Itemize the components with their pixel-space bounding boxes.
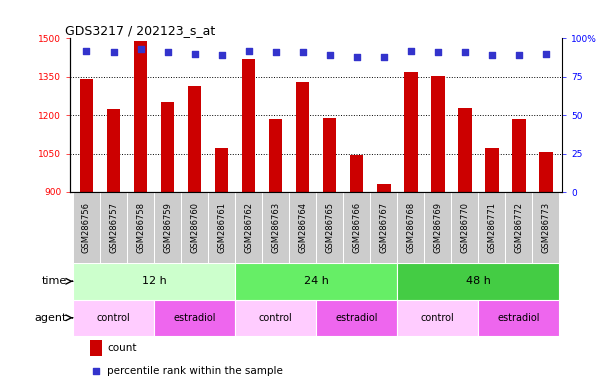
- Text: percentile rank within the sample: percentile rank within the sample: [107, 366, 283, 376]
- Bar: [397, 263, 560, 300]
- Bar: [532, 192, 560, 263]
- Point: [298, 49, 307, 55]
- Text: estradiol: estradiol: [174, 313, 216, 323]
- Text: time: time: [42, 276, 67, 286]
- Bar: [505, 192, 532, 263]
- Text: GSM286772: GSM286772: [514, 202, 524, 253]
- Bar: [79, 79, 93, 192]
- Bar: [161, 103, 174, 192]
- Text: estradiol: estradiol: [497, 313, 540, 323]
- Text: GSM286767: GSM286767: [379, 202, 388, 253]
- Bar: [134, 41, 147, 192]
- Text: GSM286768: GSM286768: [406, 202, 415, 253]
- Text: 12 h: 12 h: [142, 276, 166, 286]
- Text: GSM286770: GSM286770: [460, 202, 469, 253]
- Point: [91, 368, 101, 374]
- Text: GSM286764: GSM286764: [298, 202, 307, 253]
- Text: GSM286766: GSM286766: [352, 202, 361, 253]
- Bar: [188, 86, 202, 192]
- Point: [217, 52, 227, 58]
- Bar: [377, 184, 390, 192]
- Point: [514, 52, 524, 58]
- Bar: [242, 59, 255, 192]
- Text: GSM286756: GSM286756: [82, 202, 91, 253]
- Bar: [262, 192, 289, 263]
- Text: GSM286758: GSM286758: [136, 202, 145, 253]
- Text: GSM286757: GSM286757: [109, 202, 118, 253]
- Bar: [235, 263, 397, 300]
- Bar: [397, 300, 478, 336]
- Bar: [181, 192, 208, 263]
- Bar: [73, 263, 235, 300]
- Point: [325, 52, 335, 58]
- Bar: [343, 192, 370, 263]
- Point: [271, 49, 280, 55]
- Text: control: control: [421, 313, 455, 323]
- Text: estradiol: estradiol: [335, 313, 378, 323]
- Bar: [73, 300, 154, 336]
- Bar: [316, 300, 397, 336]
- Text: GSM286762: GSM286762: [244, 202, 253, 253]
- Point: [352, 54, 362, 60]
- Point: [379, 54, 389, 60]
- Text: GSM286765: GSM286765: [325, 202, 334, 253]
- Text: 48 h: 48 h: [466, 276, 491, 286]
- Bar: [478, 192, 505, 263]
- Text: agent: agent: [35, 313, 67, 323]
- Point: [82, 48, 92, 54]
- Text: GSM286769: GSM286769: [433, 202, 442, 253]
- Text: GDS3217 / 202123_s_at: GDS3217 / 202123_s_at: [65, 24, 216, 37]
- Text: count: count: [107, 343, 137, 353]
- Bar: [478, 300, 560, 336]
- Bar: [215, 149, 229, 192]
- Bar: [485, 149, 499, 192]
- Bar: [154, 300, 235, 336]
- Bar: [370, 192, 397, 263]
- Bar: [269, 119, 282, 192]
- Bar: [458, 108, 472, 192]
- Bar: [127, 192, 154, 263]
- Text: GSM286773: GSM286773: [541, 202, 551, 253]
- Bar: [350, 155, 364, 192]
- Point: [163, 49, 172, 55]
- Text: GSM286761: GSM286761: [217, 202, 226, 253]
- Point: [109, 49, 119, 55]
- Text: GSM286763: GSM286763: [271, 202, 280, 253]
- Bar: [424, 192, 452, 263]
- Bar: [90, 341, 102, 356]
- Text: GSM286759: GSM286759: [163, 202, 172, 253]
- Point: [244, 48, 254, 54]
- Bar: [235, 192, 262, 263]
- Point: [541, 51, 551, 57]
- Bar: [107, 109, 120, 192]
- Text: GSM286760: GSM286760: [190, 202, 199, 253]
- Bar: [539, 152, 553, 192]
- Bar: [208, 192, 235, 263]
- Text: control: control: [97, 313, 130, 323]
- Point: [433, 49, 443, 55]
- Point: [189, 51, 199, 57]
- Point: [487, 52, 497, 58]
- Bar: [154, 192, 181, 263]
- Point: [136, 46, 145, 52]
- Bar: [289, 192, 316, 263]
- Point: [406, 48, 415, 54]
- Bar: [512, 119, 525, 192]
- Bar: [431, 76, 445, 192]
- Bar: [73, 192, 100, 263]
- Bar: [323, 118, 337, 192]
- Point: [460, 49, 470, 55]
- Bar: [404, 72, 417, 192]
- Bar: [235, 300, 316, 336]
- Text: GSM286771: GSM286771: [488, 202, 496, 253]
- Bar: [100, 192, 127, 263]
- Bar: [316, 192, 343, 263]
- Text: 24 h: 24 h: [304, 276, 329, 286]
- Bar: [452, 192, 478, 263]
- Text: control: control: [259, 313, 293, 323]
- Bar: [397, 192, 424, 263]
- Bar: [296, 82, 309, 192]
